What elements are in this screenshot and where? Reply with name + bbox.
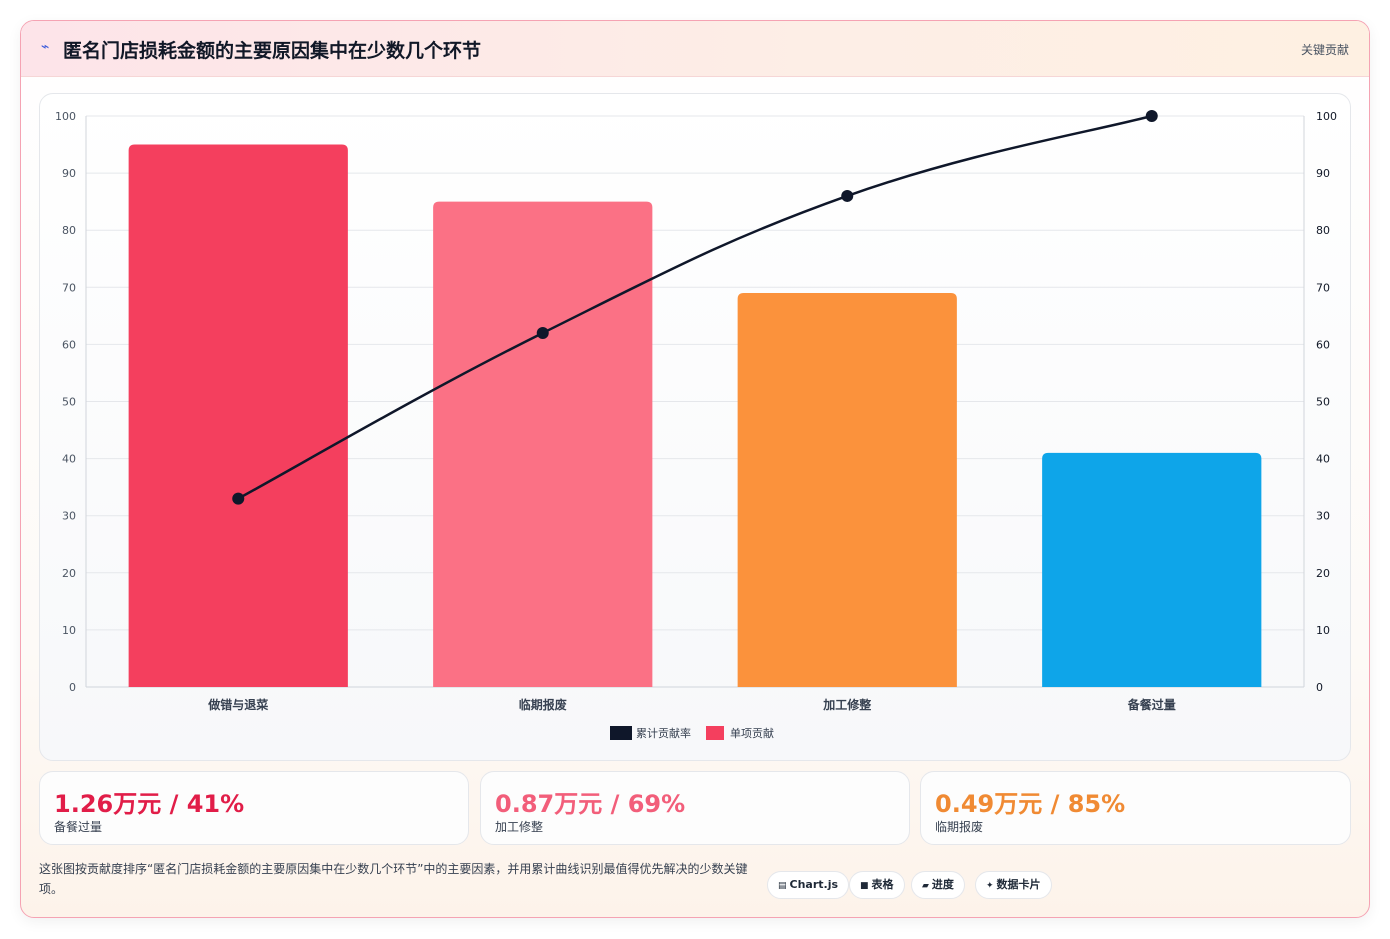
y2-tick-label: 50: [1316, 396, 1330, 409]
y-tick-label: 60: [62, 338, 76, 351]
x-tick-label: 备餐过量: [1127, 697, 1176, 712]
y-tick-label: 10: [62, 624, 76, 637]
card-title: 匿名门店损耗金额的主要原因集中在少数几个环节: [63, 40, 482, 62]
stat-label: 临期报废: [935, 820, 984, 834]
bar: [433, 201, 653, 687]
chip-label: 数据卡片: [996, 878, 1041, 891]
header-tag: 关键贡献: [1300, 43, 1349, 57]
chart-container: 0 0 10 10 20 20 30 30 40 40 50 50 60 60 70 70 80 80 90 90 10…: [39, 93, 1351, 761]
card-icon: ✦: [986, 881, 994, 891]
stat-label: 加工修整: [495, 820, 544, 834]
y-tick-label: 30: [62, 510, 76, 523]
stat-card: 0.87万元 / 69% 加工修整: [480, 771, 910, 845]
y2-tick-label: 60: [1316, 338, 1330, 351]
trend-icon: ⌁: [41, 39, 50, 55]
y-tick-label: 50: [62, 396, 76, 409]
x-tick-label: 临期报废: [519, 697, 567, 712]
y2-tick-label: 40: [1316, 453, 1330, 466]
stat-card: 0.49万元 / 85% 临期报废: [920, 771, 1351, 845]
y-tick-label: 80: [62, 224, 76, 237]
bar: [737, 293, 957, 687]
line-point: [841, 189, 854, 202]
chip-label: 进度: [931, 878, 954, 891]
chip-progress[interactable]: ▰ 进度: [911, 871, 965, 899]
y-tick-label: 20: [62, 567, 76, 580]
bar: [128, 144, 348, 688]
y-tick-label: 0: [69, 681, 76, 694]
y-tick-label: 100: [55, 110, 76, 123]
stat-card: 1.26万元 / 41% 备餐过量: [39, 771, 469, 845]
bar: [1042, 452, 1262, 687]
y-tick-label: 40: [62, 453, 76, 466]
y2-tick-label: 20: [1316, 567, 1330, 580]
y2-tick-label: 0: [1316, 681, 1323, 694]
y-tick-label: 90: [62, 167, 76, 180]
line-point: [232, 492, 245, 505]
stat-value: 0.49万元 / 85%: [935, 790, 1126, 818]
y2-tick-label: 100: [1316, 110, 1337, 123]
chart-card: ⌁ 匿名门店损耗金额的主要原因集中在少数几个环节 关键贡献 0 0 10 10 20 20…: [20, 20, 1370, 918]
table-icon: ■: [860, 881, 869, 891]
x-tick-label: 做错与退菜: [207, 697, 268, 712]
stat-cards: 1.26万元 / 41% 备餐过量 0.87万元 / 69% 加工修整 0.49…: [39, 771, 1351, 845]
y2-tick-label: 30: [1316, 510, 1330, 523]
y-tick-label: 70: [62, 281, 76, 294]
legend-label: 累计贡献率: [636, 726, 691, 740]
chip-chartjs[interactable]: ▤ Chart.js: [767, 871, 850, 899]
pareto-chart: 0 0 10 10 20 20 30 30 40 40 50 50 60 60 70 70 80 80 90 90 10…: [55, 110, 1337, 740]
legend-label: 单项贡献: [730, 726, 774, 740]
cumulative-line: [237, 114, 1153, 500]
chart-icon: ▤: [778, 881, 787, 891]
y2-tick-label: 10: [1316, 624, 1330, 637]
stat-label: 备餐过量: [54, 820, 103, 834]
progress-icon: ▰: [922, 881, 929, 891]
legend-swatch: [610, 726, 632, 740]
line-point: [536, 326, 549, 339]
y2-tick-label: 80: [1316, 224, 1330, 237]
stat-value: 0.87万元 / 69%: [495, 790, 686, 818]
stat-value: 1.26万元 / 41%: [54, 790, 245, 818]
legend-swatch: [706, 726, 724, 740]
line-point: [1145, 110, 1158, 122]
y2-tick-label: 70: [1316, 281, 1330, 294]
x-tick-label: 加工修整: [822, 697, 871, 712]
chip-label: Chart.js: [789, 878, 839, 891]
chip-data-card[interactable]: ✦ 数据卡片: [975, 871, 1052, 899]
chip-label: 表格: [871, 878, 894, 891]
card-header: ⌁ 匿名门店损耗金额的主要原因集中在少数几个环节 关键贡献: [21, 21, 1369, 77]
y2-tick-label: 90: [1316, 167, 1330, 180]
chip-table[interactable]: ■ 表格: [849, 871, 905, 899]
chart-description: 这张图按贡献度排序“匿名门店损耗金额的主要原因集中在少数几个环节”中的主要因素，…: [39, 862, 748, 896]
